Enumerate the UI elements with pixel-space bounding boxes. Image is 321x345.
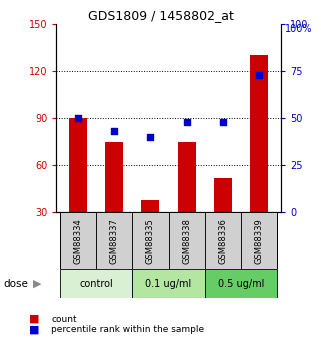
Text: control: control xyxy=(79,279,113,289)
Bar xyxy=(60,269,132,298)
Bar xyxy=(132,269,205,298)
Text: GSM88336: GSM88336 xyxy=(218,218,227,264)
Bar xyxy=(96,212,132,269)
Bar xyxy=(169,212,205,269)
Bar xyxy=(178,142,196,259)
Text: GSM88334: GSM88334 xyxy=(74,218,82,264)
Point xyxy=(256,72,262,78)
Bar xyxy=(69,118,87,259)
Point xyxy=(148,134,153,140)
Bar xyxy=(241,212,277,269)
Text: percentile rank within the sample: percentile rank within the sample xyxy=(51,325,204,334)
Point xyxy=(75,115,81,121)
Text: GSM88335: GSM88335 xyxy=(146,218,155,264)
Bar xyxy=(132,212,169,269)
Text: 0.1 ug/ml: 0.1 ug/ml xyxy=(145,279,192,289)
Bar xyxy=(250,56,268,259)
Text: 0.5 ug/ml: 0.5 ug/ml xyxy=(218,279,264,289)
Point xyxy=(184,119,189,125)
Bar xyxy=(60,212,96,269)
Text: GSM88337: GSM88337 xyxy=(110,218,119,264)
Point xyxy=(112,129,117,134)
Text: GSM88338: GSM88338 xyxy=(182,218,191,264)
Text: count: count xyxy=(51,315,77,324)
Text: dose: dose xyxy=(3,279,28,289)
Bar xyxy=(141,200,160,259)
Bar xyxy=(205,269,277,298)
Text: ■: ■ xyxy=(29,325,39,334)
Text: ■: ■ xyxy=(29,314,39,324)
Bar xyxy=(105,142,123,259)
Text: 100%: 100% xyxy=(285,24,313,34)
Text: ▶: ▶ xyxy=(33,279,41,289)
Bar xyxy=(214,178,232,259)
Text: GSM88339: GSM88339 xyxy=(255,218,264,264)
Text: GDS1809 / 1458802_at: GDS1809 / 1458802_at xyxy=(88,9,233,22)
Point xyxy=(220,119,225,125)
Bar xyxy=(205,212,241,269)
